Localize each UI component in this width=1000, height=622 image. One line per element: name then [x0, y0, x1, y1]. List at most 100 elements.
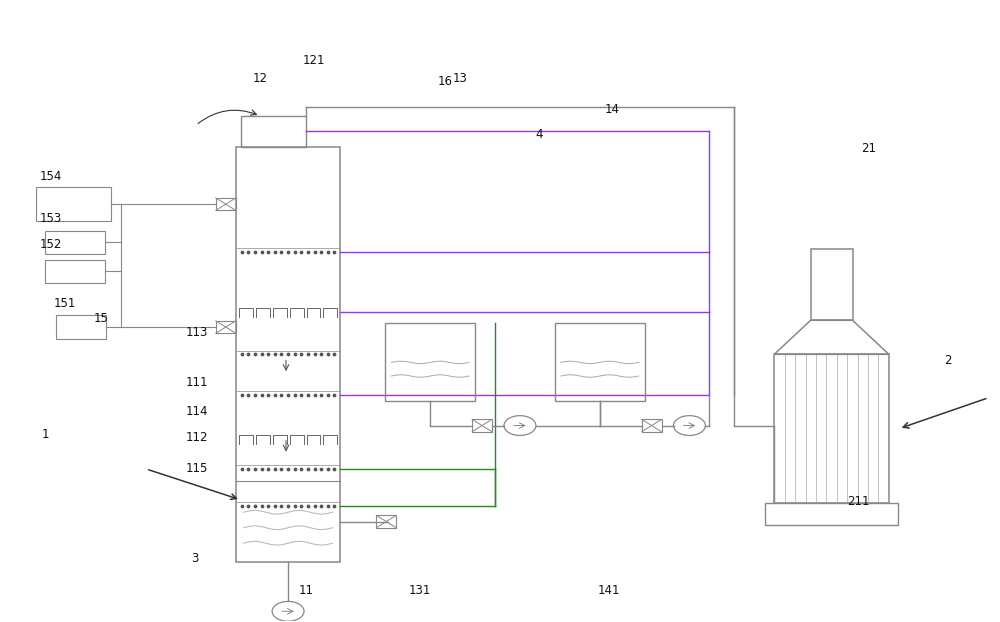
- Point: [313, 501, 329, 511]
- Point: [280, 350, 296, 360]
- Point: [240, 464, 256, 474]
- Point: [300, 501, 316, 511]
- Point: [234, 247, 250, 257]
- Point: [307, 464, 323, 474]
- Point: [273, 350, 289, 360]
- Text: 154: 154: [39, 170, 62, 182]
- Point: [313, 247, 329, 257]
- Bar: [642, 419, 662, 432]
- Point: [273, 464, 289, 474]
- Text: 21: 21: [861, 142, 876, 156]
- Text: 131: 131: [408, 585, 431, 597]
- Point: [326, 247, 342, 257]
- Point: [326, 350, 342, 360]
- Text: 114: 114: [186, 405, 208, 418]
- Point: [260, 247, 276, 257]
- Text: 153: 153: [39, 211, 62, 225]
- Point: [287, 247, 303, 257]
- Point: [320, 464, 336, 474]
- Point: [320, 389, 336, 399]
- Text: 211: 211: [847, 495, 870, 508]
- Point: [280, 247, 296, 257]
- Text: 113: 113: [186, 326, 208, 339]
- Point: [280, 464, 296, 474]
- Text: 1: 1: [41, 429, 49, 442]
- Bar: [236, 147, 340, 562]
- Point: [247, 389, 263, 399]
- Point: [267, 501, 283, 511]
- Bar: [811, 249, 853, 320]
- Bar: [45, 259, 105, 283]
- Text: 151: 151: [53, 297, 76, 310]
- Text: 12: 12: [253, 72, 268, 85]
- Point: [293, 350, 309, 360]
- Point: [300, 464, 316, 474]
- Point: [313, 464, 329, 474]
- Point: [293, 247, 309, 257]
- Point: [234, 350, 250, 360]
- Point: [234, 389, 250, 399]
- Text: 11: 11: [299, 585, 314, 597]
- Text: 111: 111: [186, 376, 208, 389]
- Point: [307, 247, 323, 257]
- Text: 121: 121: [303, 53, 325, 67]
- Text: 152: 152: [39, 238, 62, 251]
- Point: [240, 501, 256, 511]
- Point: [287, 464, 303, 474]
- Bar: [56, 315, 106, 339]
- Point: [293, 464, 309, 474]
- Text: 141: 141: [598, 585, 620, 597]
- Point: [247, 247, 263, 257]
- Point: [267, 350, 283, 360]
- Point: [267, 464, 283, 474]
- Point: [240, 350, 256, 360]
- Text: 112: 112: [186, 432, 208, 445]
- Point: [267, 247, 283, 257]
- Point: [326, 464, 342, 474]
- Point: [307, 389, 323, 399]
- Bar: [216, 198, 236, 210]
- Point: [234, 464, 250, 474]
- Point: [320, 350, 336, 360]
- Point: [273, 247, 289, 257]
- Bar: [385, 323, 475, 401]
- Text: 14: 14: [605, 103, 620, 116]
- Point: [320, 501, 336, 511]
- Point: [247, 464, 263, 474]
- Text: 2: 2: [944, 354, 951, 367]
- Point: [254, 501, 270, 511]
- Point: [260, 464, 276, 474]
- Point: [260, 389, 276, 399]
- Bar: [376, 516, 396, 527]
- Point: [273, 389, 289, 399]
- Point: [240, 247, 256, 257]
- Bar: [216, 321, 236, 333]
- Point: [307, 501, 323, 511]
- Point: [273, 501, 289, 511]
- Point: [260, 350, 276, 360]
- Bar: [45, 231, 105, 254]
- Point: [254, 464, 270, 474]
- Point: [320, 247, 336, 257]
- Point: [267, 389, 283, 399]
- Point: [287, 350, 303, 360]
- Point: [326, 501, 342, 511]
- Point: [247, 350, 263, 360]
- Point: [240, 389, 256, 399]
- Bar: [36, 187, 111, 221]
- Point: [300, 350, 316, 360]
- Point: [300, 389, 316, 399]
- Point: [326, 389, 342, 399]
- Point: [280, 501, 296, 511]
- Text: 13: 13: [453, 72, 468, 85]
- Bar: [472, 419, 492, 432]
- Text: 115: 115: [186, 462, 208, 475]
- Text: 4: 4: [535, 128, 542, 141]
- Bar: [241, 116, 306, 147]
- Point: [313, 350, 329, 360]
- Text: 3: 3: [191, 552, 198, 565]
- Bar: [774, 355, 889, 503]
- Point: [287, 501, 303, 511]
- Point: [254, 247, 270, 257]
- Point: [254, 389, 270, 399]
